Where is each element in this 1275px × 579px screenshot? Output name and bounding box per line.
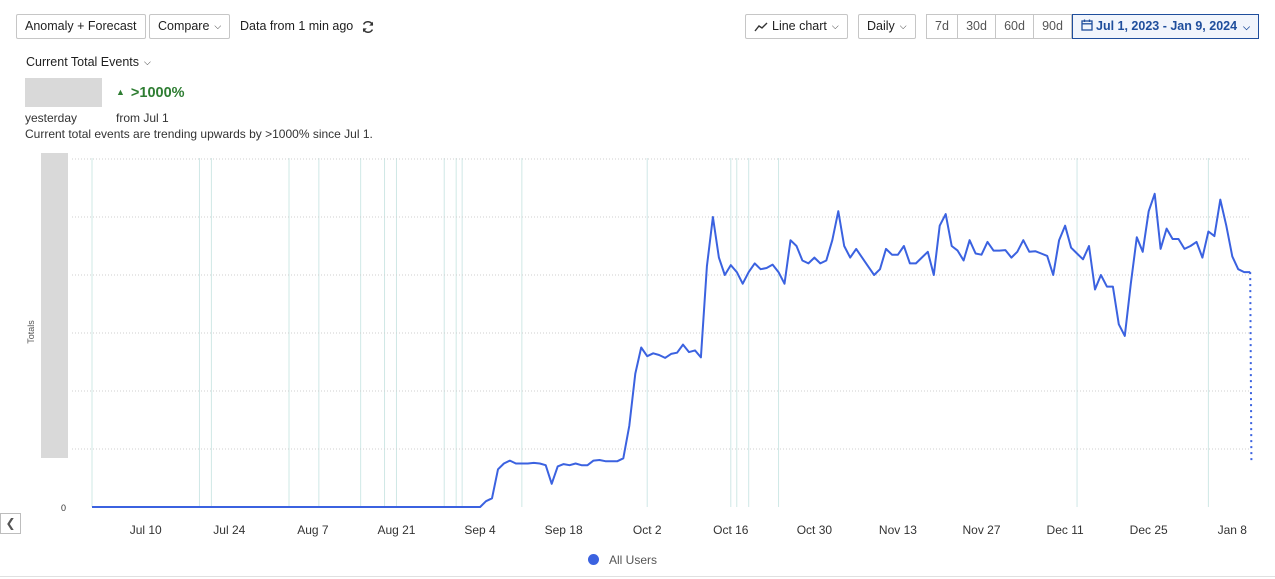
calendar-icon: [1081, 19, 1093, 31]
chevron-down-icon: ⌵: [831, 21, 839, 31]
period-label: yesterday: [25, 111, 78, 125]
x-tick-label: Dec 25: [1130, 523, 1168, 537]
toolbar: Anomaly + Forecast Compare ⌵ Data from 1 …: [0, 0, 1275, 50]
y-tick-label: 0: [61, 503, 66, 513]
chevron-left-icon: ❮: [5, 516, 16, 530]
x-tick-labels: Jul 10 Jul 24 Aug 7 Aug 21 Sep 4 Sep 18 Oct 2 O…: [130, 523, 1248, 537]
collapse-panel-button[interactable]: ❮: [0, 513, 21, 534]
legend-swatch: [588, 554, 599, 565]
data-freshness-text: Data from 1 min ago: [240, 19, 354, 33]
x-tick-label: Nov 27: [963, 523, 1001, 537]
anomaly-markers: [91, 158, 1209, 507]
interval-dropdown[interactable]: Daily ⌵: [858, 14, 916, 39]
range-30d-button[interactable]: 30d: [958, 14, 996, 39]
delta-percentage: ▲ >1000%: [116, 85, 185, 101]
arrow-up-icon: ▲: [116, 87, 125, 97]
metric-label: Current Total Events: [26, 55, 140, 69]
x-tick-label: Jul 24: [213, 523, 245, 537]
anomaly-forecast-button[interactable]: Anomaly + Forecast: [16, 14, 146, 39]
metric-value-placeholder: [25, 78, 102, 107]
metric-selector[interactable]: Current Total Events ⌵: [26, 55, 151, 69]
x-tick-label: Oct 16: [713, 523, 749, 537]
gridlines: [72, 158, 1250, 450]
chart-type-label: Line chart: [772, 19, 827, 33]
date-range-label: Jul 1, 2023 - Jan 9, 2024: [1096, 19, 1238, 33]
compare-label: Compare: [158, 19, 210, 33]
x-tick-label: Oct 2: [633, 523, 662, 537]
x-tick-label: Aug 21: [377, 523, 415, 537]
range-7d-button[interactable]: 7d: [926, 14, 958, 39]
x-tick-label: Jan 8: [1218, 523, 1248, 537]
x-tick-label: Sep 18: [545, 523, 583, 537]
line-chart-icon: [754, 22, 768, 32]
legend[interactable]: All Users: [588, 553, 657, 567]
legend-label: All Users: [609, 553, 658, 567]
series-line-all-users[interactable]: [92, 192, 1251, 508]
x-tick-label: Dec 11: [1047, 523, 1084, 537]
y-axis-placeholder: [41, 153, 68, 458]
interval-label: Daily: [867, 19, 895, 33]
forecast-line: [1249, 272, 1253, 461]
anomaly-forecast-label: Anomaly + Forecast: [25, 19, 137, 33]
line-chart: Totals 0 Jul 10 Jul 24 Aug 7 Aug 21 Sep 4 Sep…: [26, 153, 1253, 537]
date-range-picker[interactable]: Jul 1, 2023 - Jan 9, 2024 ⌵: [1072, 14, 1259, 39]
chevron-down-icon: ⌵: [214, 21, 222, 31]
chevron-down-icon: ⌵: [144, 57, 151, 67]
y-tick-labels: 0: [61, 503, 66, 513]
range-60d-button[interactable]: 60d: [996, 14, 1034, 39]
since-label: from Jul 1: [116, 111, 169, 125]
compare-dropdown[interactable]: Compare ⌵: [149, 14, 231, 39]
x-tick-label: Jul 10: [130, 523, 162, 537]
y-axis-label: Totals: [26, 320, 36, 344]
x-tick-label: Nov 13: [879, 523, 917, 537]
divider: [0, 576, 1275, 577]
x-tick-label: Oct 30: [797, 523, 833, 537]
range-90d-button[interactable]: 90d: [1034, 14, 1072, 39]
delta-value: >1000%: [130, 85, 185, 101]
refresh-icon[interactable]: [361, 14, 375, 39]
chevron-down-icon: ⌵: [1243, 22, 1250, 32]
trend-description: Current total events are trending upward…: [25, 127, 373, 141]
chart-type-dropdown[interactable]: Line chart ⌵: [745, 14, 848, 39]
chevron-down-icon: ⌵: [899, 21, 907, 31]
x-tick-label: Sep 4: [464, 523, 496, 537]
x-tick-label: Aug 7: [297, 523, 329, 537]
